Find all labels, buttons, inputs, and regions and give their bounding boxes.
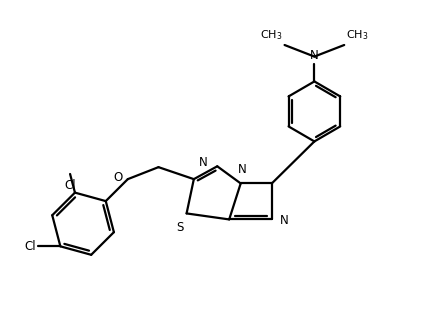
Text: Cl: Cl (64, 179, 76, 192)
Text: CH$_3$: CH$_3$ (346, 28, 369, 42)
Text: Cl: Cl (24, 240, 36, 253)
Text: O: O (113, 171, 122, 183)
Text: N: N (279, 214, 288, 227)
Text: CH$_3$: CH$_3$ (260, 28, 282, 42)
Text: S: S (176, 221, 184, 234)
Text: N: N (310, 49, 319, 62)
Text: N: N (238, 163, 246, 176)
Text: N: N (199, 156, 208, 169)
